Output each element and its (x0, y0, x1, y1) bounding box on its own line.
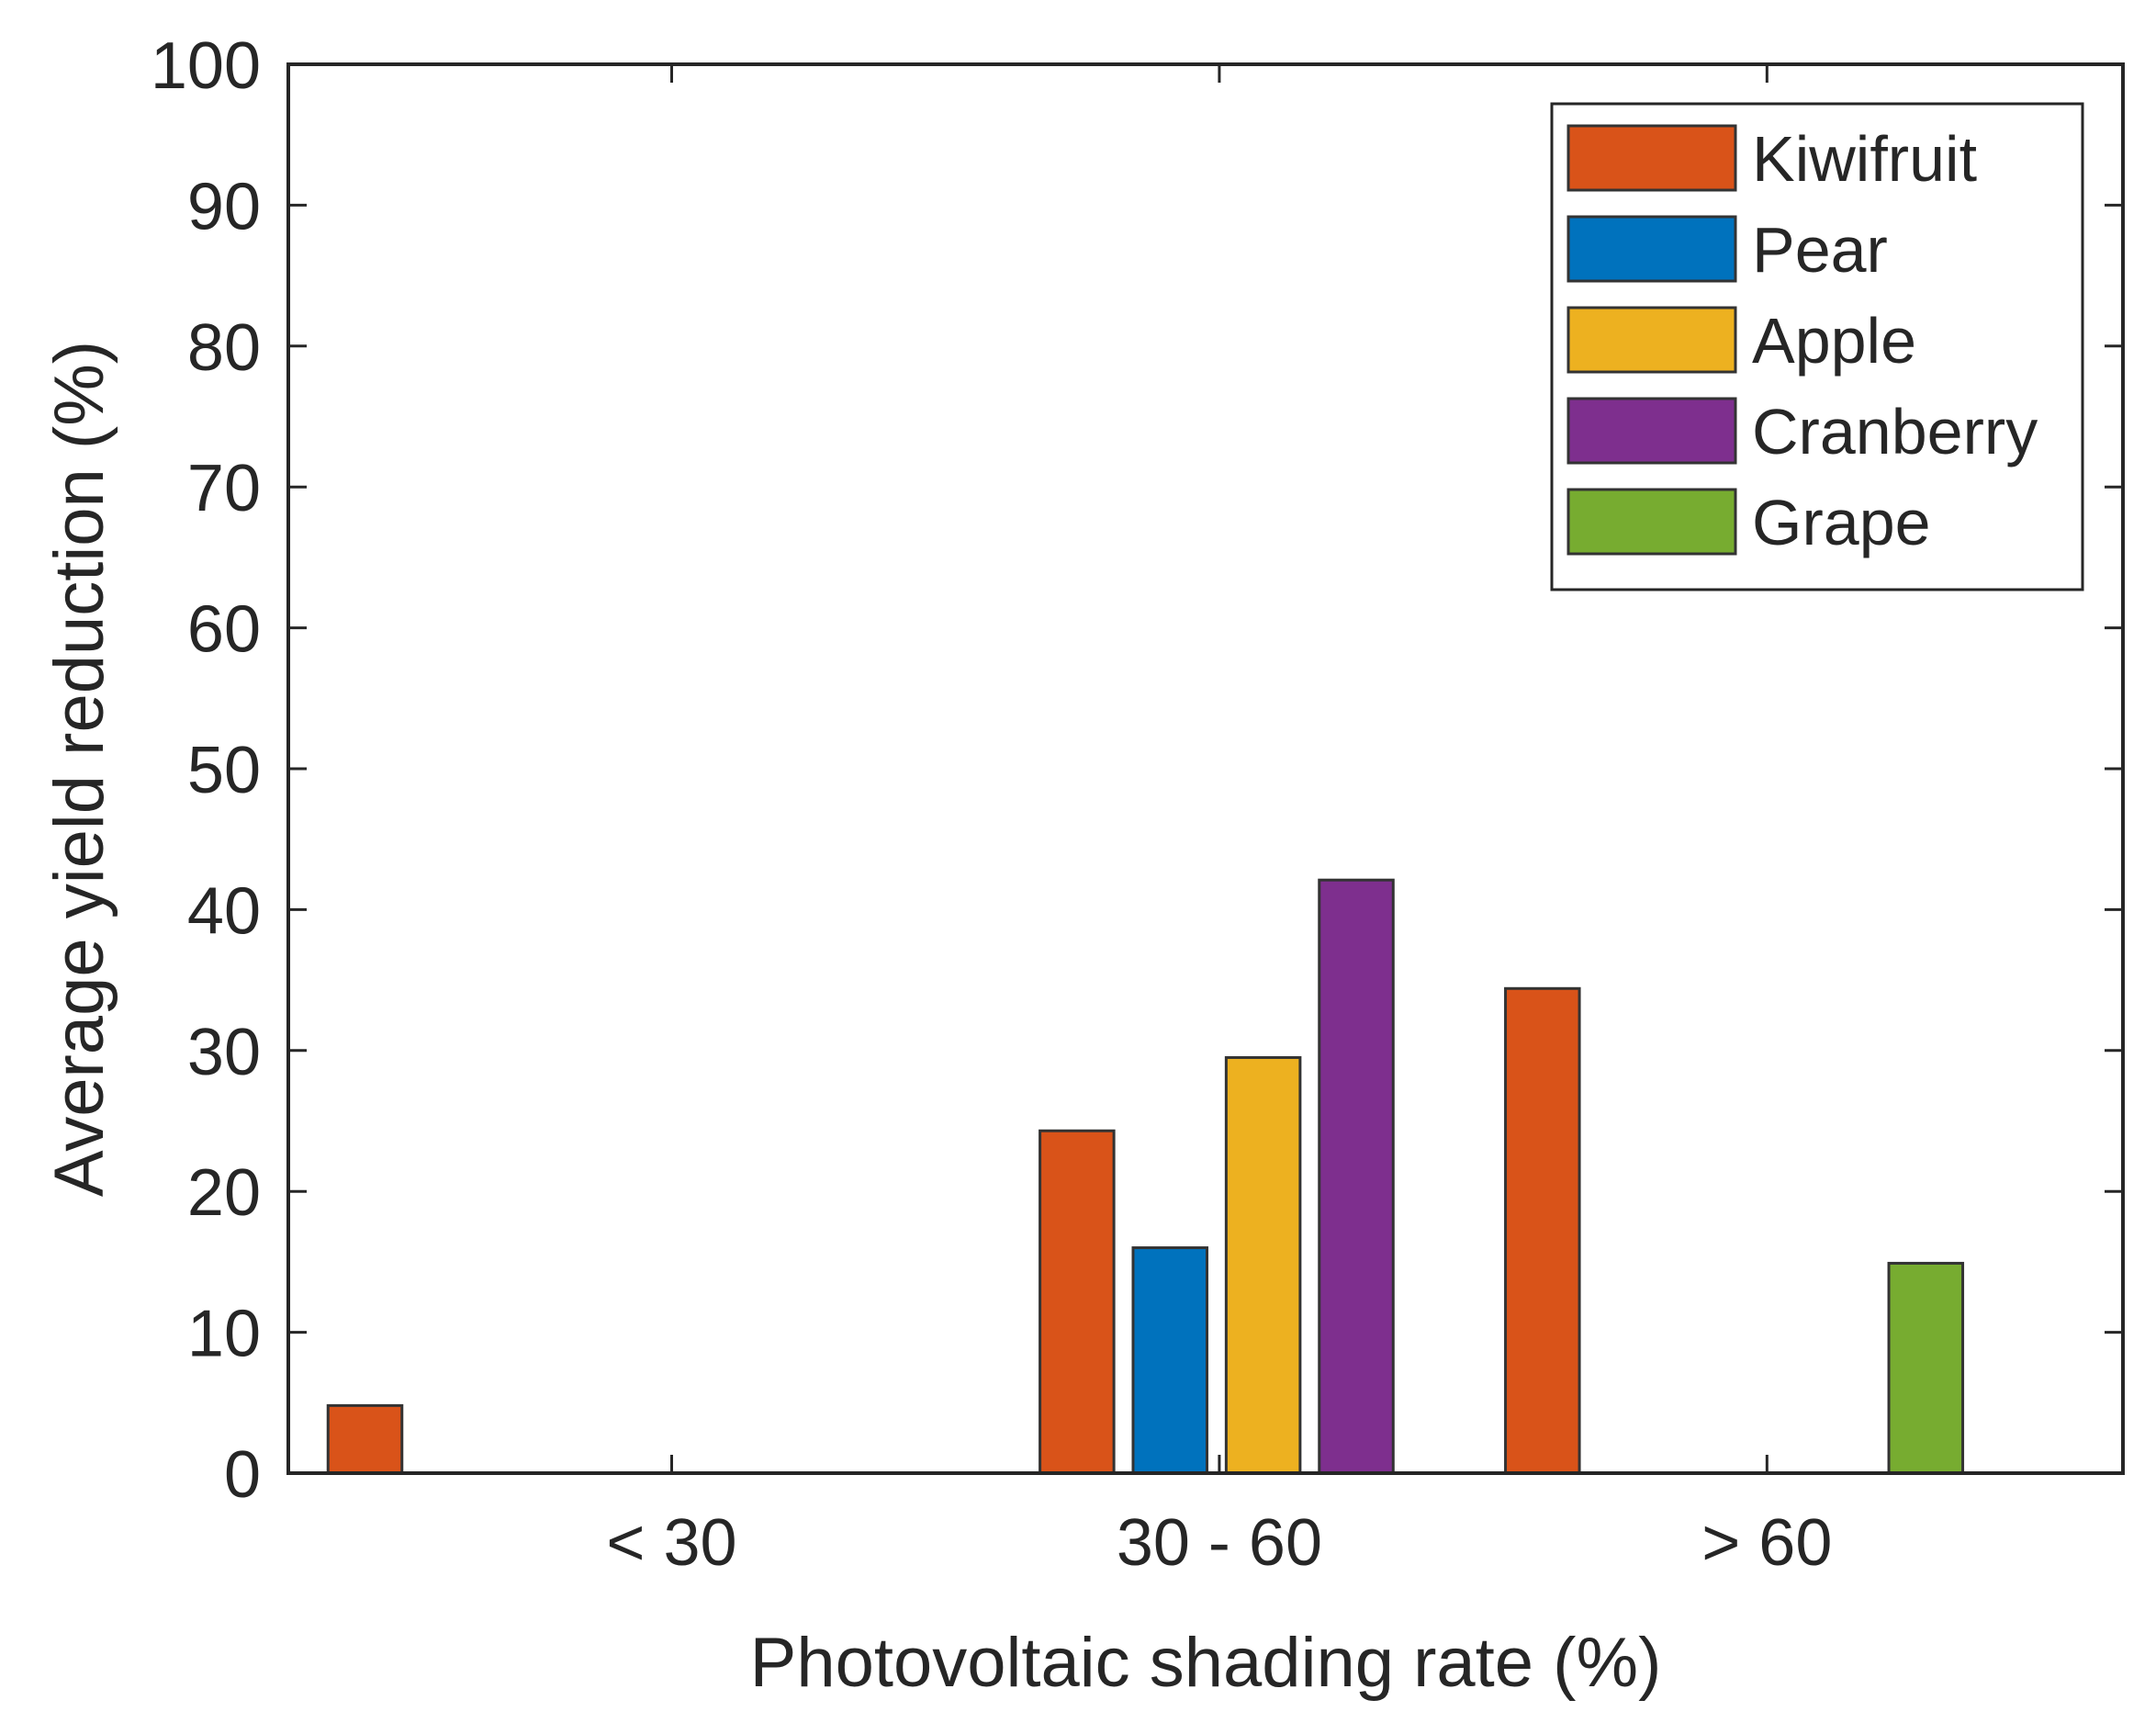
legend-label-pear: Pear (1752, 214, 1888, 286)
bar-kiwifruit-1 (1039, 1129, 1116, 1475)
y-tick-label: 0 (224, 1438, 261, 1512)
bar-apple-3 (1224, 1055, 1302, 1475)
y-tick-label: 40 (187, 874, 261, 948)
y-tick-label: 20 (187, 1156, 261, 1230)
y-tick-label: 60 (187, 593, 261, 667)
legend-swatch-kiwifruit (1566, 124, 1737, 192)
legend-swatch-grape (1566, 488, 1737, 556)
legend-swatch-cranberry (1566, 397, 1737, 465)
bar-kiwifruit-5 (1504, 986, 1581, 1475)
plot-frame (286, 62, 2125, 1475)
y-tick-label: 80 (187, 311, 261, 385)
y-axis-label: Average yield reduction (%) (40, 341, 118, 1197)
x-tick-label: < 30 (606, 1506, 736, 1580)
bar-pear-2 (1131, 1246, 1208, 1475)
y-tick-labels: 0 10 20 30 40 50 60 70 80 90 100 (151, 29, 261, 1512)
y-tick-label: 30 (187, 1016, 261, 1089)
legend: Kiwifruit Pear Apple Cranberry Grape (1550, 102, 2084, 591)
y-tick-label: 90 (187, 170, 261, 243)
legend-label-cranberry: Cranberry (1752, 396, 2038, 467)
y-tick-label: 10 (187, 1298, 261, 1371)
x-axis-label: Photovoltaic shading rate (%) (750, 1624, 1662, 1702)
legend-label-apple: Apple (1752, 305, 1916, 377)
y-tick-label: 50 (187, 734, 261, 807)
bar-kiwifruit-0 (326, 1403, 404, 1475)
legend-label-grape: Grape (1752, 487, 1931, 558)
x-tick-label: 30 - 60 (1117, 1506, 1322, 1580)
x-tick-labels: < 30 30 - 60 > 60 (606, 1506, 1832, 1580)
legend-swatch-apple (1566, 306, 1737, 374)
bars-layer (326, 878, 1965, 1475)
y-tick-label: 70 (187, 452, 261, 525)
y-tick-label: 100 (151, 29, 261, 103)
legend-swatch-pear (1566, 215, 1737, 283)
legend-label-kiwifruit: Kiwifruit (1752, 123, 1977, 195)
bar-grape-6 (1887, 1261, 1965, 1475)
x-tick-label: > 60 (1701, 1506, 1832, 1580)
bar-cranberry-4 (1318, 878, 1395, 1475)
